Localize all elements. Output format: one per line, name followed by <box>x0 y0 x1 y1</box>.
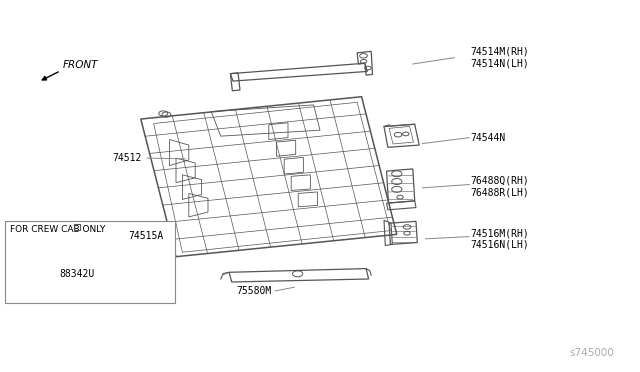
Text: FRONT: FRONT <box>63 60 98 70</box>
Text: 88342U: 88342U <box>60 269 95 279</box>
Text: 75580M: 75580M <box>237 286 272 296</box>
FancyBboxPatch shape <box>5 221 175 303</box>
Text: 74515A: 74515A <box>128 231 163 241</box>
Text: FOR CREW CAB ONLY: FOR CREW CAB ONLY <box>10 225 105 234</box>
Text: 74544N: 74544N <box>470 133 506 142</box>
Text: 74512: 74512 <box>112 153 141 163</box>
Text: 74516M(RH)
74516N(LH): 74516M(RH) 74516N(LH) <box>470 228 529 250</box>
Text: s745000: s745000 <box>570 348 614 358</box>
Text: 74514M(RH)
74514N(LH): 74514M(RH) 74514N(LH) <box>470 47 529 68</box>
Text: 76488Q(RH)
76488R(LH): 76488Q(RH) 76488R(LH) <box>470 176 529 198</box>
